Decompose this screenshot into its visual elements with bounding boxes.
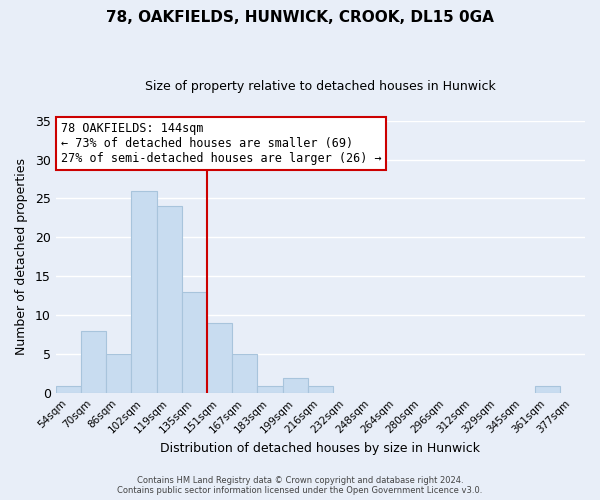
Bar xyxy=(182,292,207,394)
Bar xyxy=(232,354,257,394)
Bar xyxy=(56,386,81,394)
Text: 78 OAKFIELDS: 144sqm
← 73% of detached houses are smaller (69)
27% of semi-detac: 78 OAKFIELDS: 144sqm ← 73% of detached h… xyxy=(61,122,382,165)
Title: Size of property relative to detached houses in Hunwick: Size of property relative to detached ho… xyxy=(145,80,496,93)
Bar xyxy=(157,206,182,394)
Bar xyxy=(283,378,308,394)
Y-axis label: Number of detached properties: Number of detached properties xyxy=(15,158,28,356)
X-axis label: Distribution of detached houses by size in Hunwick: Distribution of detached houses by size … xyxy=(160,442,481,455)
Text: Contains HM Land Registry data © Crown copyright and database right 2024.
Contai: Contains HM Land Registry data © Crown c… xyxy=(118,476,482,495)
Bar xyxy=(257,386,283,394)
Text: 78, OAKFIELDS, HUNWICK, CROOK, DL15 0GA: 78, OAKFIELDS, HUNWICK, CROOK, DL15 0GA xyxy=(106,10,494,25)
Bar xyxy=(308,386,333,394)
Bar xyxy=(81,331,106,394)
Bar xyxy=(535,386,560,394)
Bar xyxy=(207,323,232,394)
Bar xyxy=(106,354,131,394)
Bar xyxy=(131,190,157,394)
